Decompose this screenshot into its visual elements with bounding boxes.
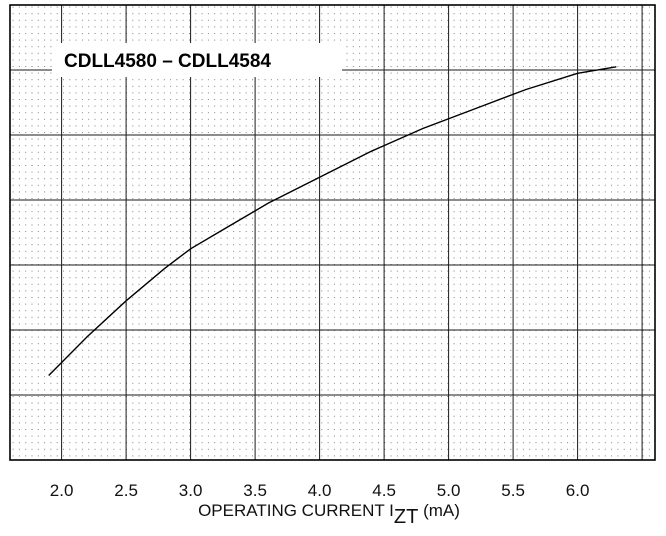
x-tick-label: 2.0	[50, 481, 74, 500]
x-tick-label: 2.5	[114, 481, 138, 500]
x-tick-label: 3.5	[243, 481, 267, 500]
x-axis-title-text: OPERATING CURRENT I	[198, 501, 394, 520]
x-tick-label: 3.0	[179, 481, 203, 500]
chart-title-box: CDLL4580 – CDLL4584	[52, 43, 342, 77]
x-axis-title-unit: (mA)	[418, 501, 460, 520]
x-tick-label: 5.5	[501, 481, 525, 500]
series-line	[48, 66, 617, 376]
x-tick-label: 4.0	[308, 481, 332, 500]
chart-title: CDLL4580 – CDLL4584	[64, 51, 271, 72]
series-layer	[48, 66, 617, 376]
chart-title-background	[52, 43, 342, 77]
plot-area	[9, 4, 656, 461]
x-axis-title: OPERATING CURRENT IZT (mA)	[198, 501, 460, 528]
x-tick-label: 6.0	[566, 481, 590, 500]
grid-lines	[10, 5, 655, 460]
x-tick-label: 4.5	[372, 481, 396, 500]
x-tick-labels: 2.0 2.5 3.0 3.5 4.0 4.5 5.0 5.5 6.0	[50, 481, 590, 500]
x-tick-label: 5.0	[437, 481, 461, 500]
x-axis-title-subscript: ZT	[394, 506, 418, 528]
fine-grid	[10, 5, 655, 460]
plot-frame	[9, 4, 656, 461]
